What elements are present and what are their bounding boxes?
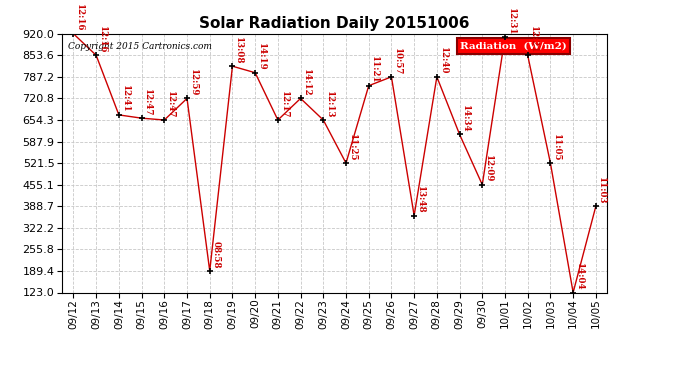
Text: 14:34: 14:34 (461, 105, 470, 132)
Text: 11:25: 11:25 (348, 134, 357, 161)
Text: 12:40: 12:40 (438, 47, 447, 75)
Text: 12:31: 12:31 (506, 8, 515, 35)
Text: 12:09: 12:09 (484, 155, 493, 183)
Text: 13:48: 13:48 (416, 186, 425, 214)
Text: 14:12: 14:12 (302, 69, 311, 96)
Text: 12:47: 12:47 (144, 89, 152, 116)
Text: 10:57: 10:57 (393, 48, 402, 75)
Text: Copyright 2015 Cartronics.com: Copyright 2015 Cartronics.com (68, 42, 211, 51)
Text: Radiation  (W/m2): Radiation (W/m2) (460, 42, 566, 51)
Text: 11:05: 11:05 (552, 134, 561, 161)
Text: 14:19: 14:19 (257, 43, 266, 71)
Text: 11:03: 11:03 (598, 177, 607, 204)
Text: 12:16: 12:16 (98, 26, 107, 53)
Text: 12:13: 12:13 (325, 91, 334, 118)
Text: 12:16: 12:16 (75, 4, 84, 32)
Text: 13:08: 13:08 (234, 37, 243, 64)
Title: Solar Radiation Daily 20151006: Solar Radiation Daily 20151006 (199, 16, 470, 31)
Text: 12:17: 12:17 (279, 91, 288, 118)
Text: 11:21: 11:21 (371, 56, 380, 84)
Text: 14:04: 14:04 (575, 263, 584, 291)
Text: 12:41: 12:41 (121, 86, 130, 113)
Text: 12:59: 12:59 (188, 69, 197, 96)
Text: 12:21: 12:21 (529, 26, 538, 53)
Text: 12:47: 12:47 (166, 91, 175, 118)
Text: 08:58: 08:58 (211, 242, 220, 269)
